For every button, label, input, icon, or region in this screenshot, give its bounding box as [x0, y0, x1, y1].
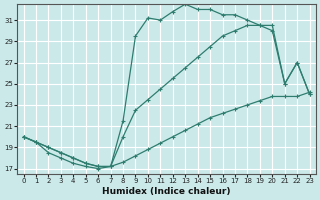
X-axis label: Humidex (Indice chaleur): Humidex (Indice chaleur): [102, 187, 231, 196]
